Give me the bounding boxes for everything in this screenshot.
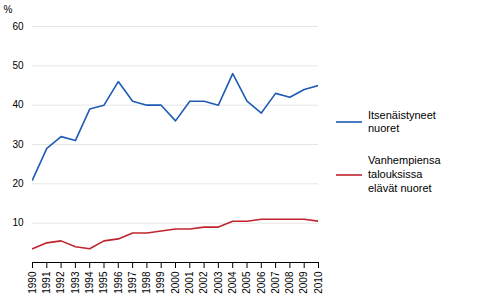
svg-text:1997: 1997 bbox=[127, 271, 138, 294]
html-text:Itsenäistyneet nuoret: Itsenäistyneet nuoret bbox=[368, 108, 436, 135]
svg-text:2007: 2007 bbox=[270, 271, 281, 294]
svg-text:1990: 1990 bbox=[27, 271, 38, 294]
svg-text:60: 60 bbox=[12, 21, 24, 32]
svg-text:2005: 2005 bbox=[241, 271, 252, 294]
svg-text:40: 40 bbox=[12, 99, 24, 110]
html-text:Vanhempiensa talouksissa elävä: Vanhempiensa talouksissa elävät nuoret bbox=[368, 154, 441, 194]
svg-text:2004: 2004 bbox=[227, 271, 238, 294]
svg-text:10: 10 bbox=[12, 217, 24, 228]
svg-text:1998: 1998 bbox=[141, 271, 152, 294]
svg-text:2009: 2009 bbox=[298, 271, 309, 294]
svg-text:2006: 2006 bbox=[255, 271, 266, 294]
svg-text:1994: 1994 bbox=[84, 271, 95, 294]
svg-text:1992: 1992 bbox=[55, 271, 66, 294]
svg-text:1996: 1996 bbox=[113, 271, 124, 294]
svg-text:1991: 1991 bbox=[41, 271, 52, 294]
svg-text:%: % bbox=[4, 4, 13, 15]
svg-text:1995: 1995 bbox=[98, 271, 109, 294]
svg-text:30: 30 bbox=[12, 139, 24, 150]
svg-text:1999: 1999 bbox=[155, 271, 166, 294]
svg-text:2000: 2000 bbox=[170, 271, 181, 294]
svg-text:20: 20 bbox=[12, 178, 24, 189]
svg-text:2001: 2001 bbox=[184, 271, 195, 294]
svg-text:2002: 2002 bbox=[198, 271, 209, 294]
svg-text:2003: 2003 bbox=[213, 271, 224, 294]
svg-text:2008: 2008 bbox=[284, 271, 295, 294]
svg-text:2010: 2010 bbox=[313, 271, 324, 294]
svg-text:50: 50 bbox=[12, 60, 24, 71]
svg-text:1993: 1993 bbox=[70, 271, 81, 294]
